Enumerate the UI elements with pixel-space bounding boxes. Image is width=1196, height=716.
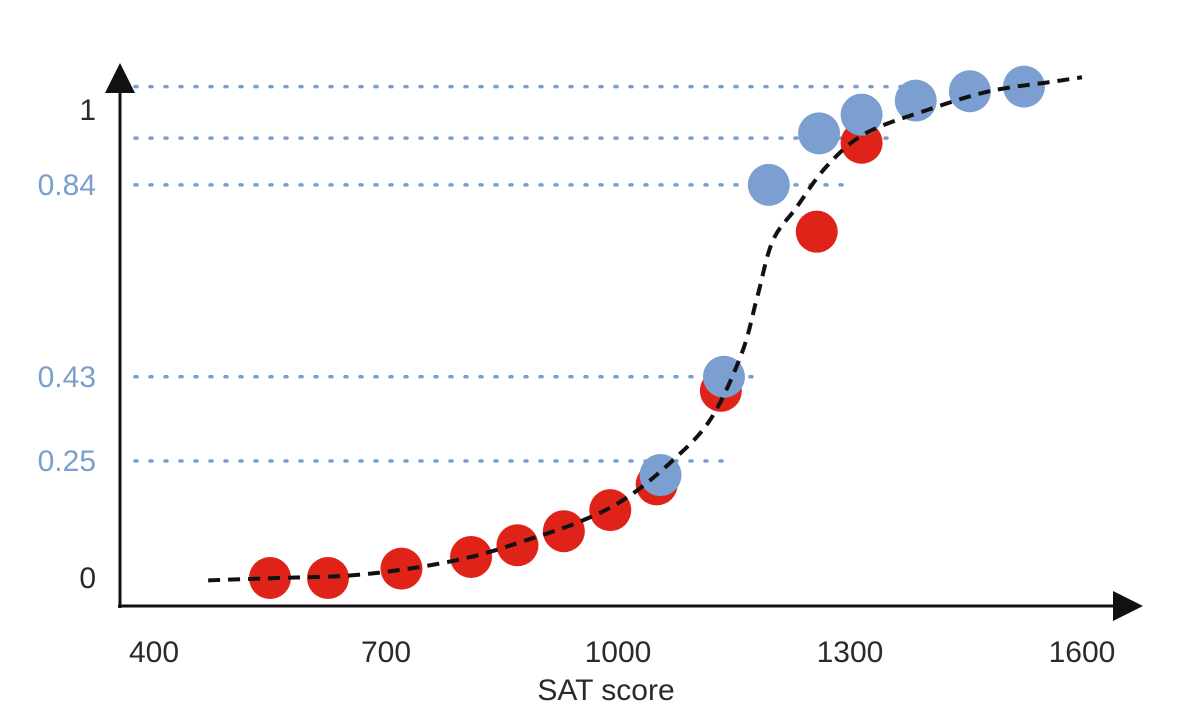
- point-s1-6: [948, 70, 991, 113]
- x-tick-label-4: 1600: [1049, 636, 1116, 669]
- y-tick-label-2: 0.43: [38, 361, 96, 394]
- point-s0-5: [542, 510, 585, 553]
- point-s0-6: [589, 489, 632, 532]
- point-s1-0: [639, 454, 682, 497]
- x-tick-label-2: 1000: [585, 636, 652, 669]
- point-s1-2: [747, 163, 790, 206]
- x-tick-label-1: 700: [361, 636, 411, 669]
- x-axis-title: SAT score: [537, 674, 674, 707]
- point-s0-9: [795, 210, 838, 253]
- x-tick-labels: 400 700 1000 1300 1600: [129, 636, 1115, 669]
- point-s1-4: [840, 93, 883, 136]
- point-s0-4: [496, 524, 539, 567]
- point-s1-3: [798, 112, 841, 155]
- point-s0-1: [307, 557, 349, 599]
- data-points: [249, 65, 1045, 599]
- fit-curve-group: [208, 75, 1083, 583]
- fit-curve: [208, 75, 1083, 583]
- point-s0-2: [380, 547, 423, 590]
- y-tick-label-3: 0.84: [38, 169, 96, 202]
- point-s1-5: [894, 79, 937, 122]
- point-s1-1: [702, 355, 745, 398]
- axes: [105, 63, 1143, 621]
- y-tick-label-4: 1: [79, 94, 96, 127]
- y-tick-label-1: 0.25: [38, 445, 96, 478]
- y-tick-labels: 0 0.25 0.43 0.84 1: [38, 94, 96, 595]
- y-tick-label-0: 0: [79, 562, 96, 595]
- x-tick-label-0: 400: [129, 636, 179, 669]
- x-tick-label-3: 1300: [817, 636, 884, 669]
- reference-lines: [133, 84, 930, 463]
